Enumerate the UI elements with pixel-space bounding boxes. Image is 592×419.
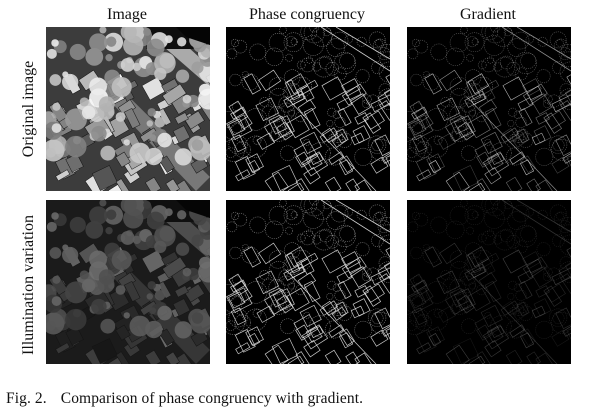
panel-original-phase-congruency: [226, 27, 390, 191]
caption-label: Fig. 2.: [6, 390, 47, 407]
panel-illumination-gradient: [407, 200, 571, 364]
panel-original-image: [46, 27, 210, 191]
column-header-image: Image: [107, 6, 147, 23]
row-label-illumination-variation: Illumination variation: [20, 215, 37, 355]
column-header-gradient: Gradient: [460, 6, 516, 23]
panel-original-gradient: [407, 27, 571, 191]
caption-text: Comparison of phase congruency with grad…: [60, 390, 364, 407]
panel-illumination-image: [46, 200, 210, 364]
column-header-phase-congruency: Phase congruency: [249, 6, 365, 23]
panel-illumination-phase-congruency: [226, 200, 390, 364]
figure-caption: Fig. 2. Comparison of phase congruency wi…: [6, 390, 363, 408]
row-label-original-image: Original image: [20, 60, 37, 158]
